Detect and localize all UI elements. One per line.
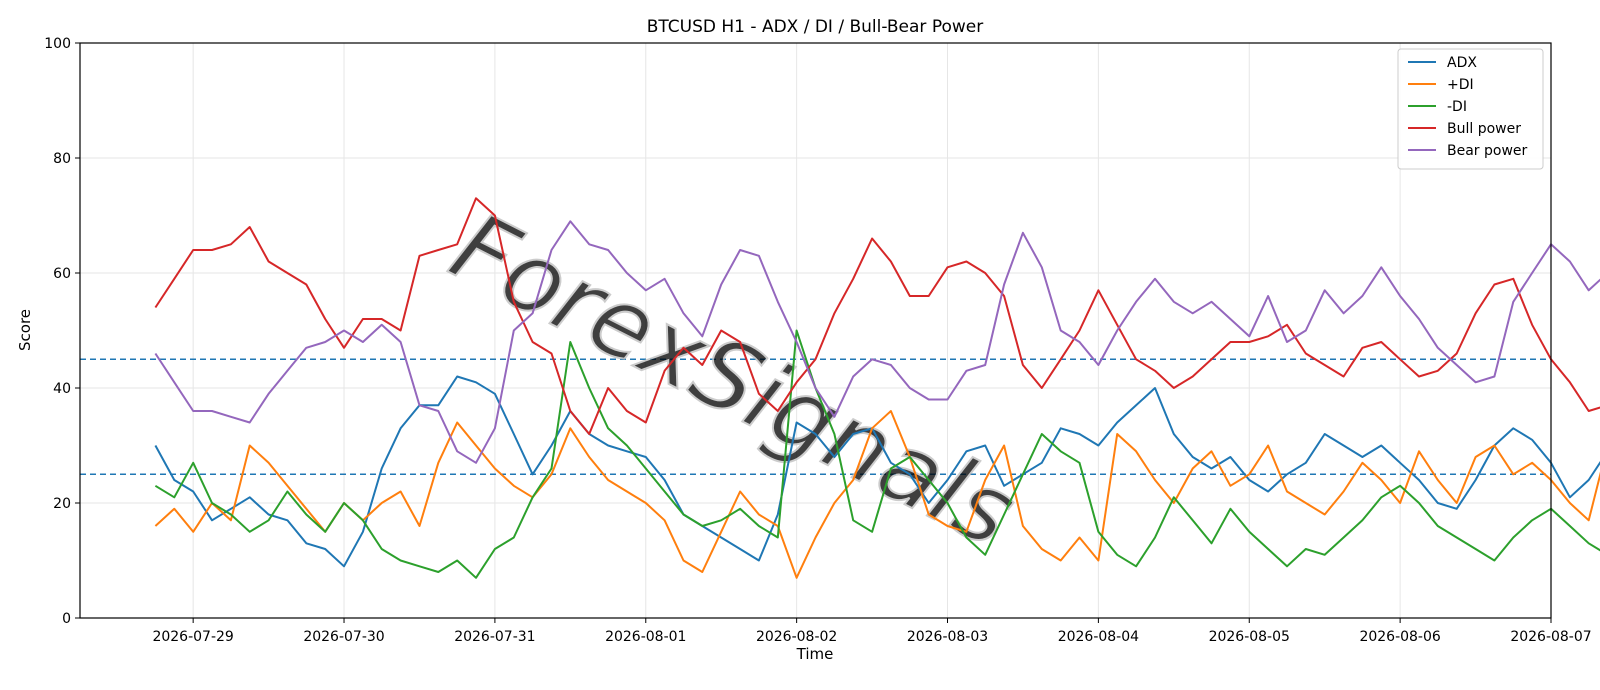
- x-tick-label: 2026-07-31: [454, 629, 535, 645]
- legend-label: Bull power: [1447, 121, 1521, 137]
- series-line-bull-power: [154, 197, 1600, 435]
- x-tick-label: 2026-08-05: [1209, 629, 1290, 645]
- y-tick-label: 20: [53, 496, 71, 512]
- x-tick-label: 2026-07-29: [152, 629, 233, 645]
- x-axis-label: Time: [796, 645, 834, 663]
- y-tick-label: 0: [62, 611, 71, 627]
- y-axis-label: Score: [16, 309, 34, 351]
- x-tick-label: 2026-07-30: [303, 629, 384, 645]
- x-tick-label: 2026-08-03: [907, 629, 988, 645]
- legend-box: [1397, 48, 1544, 170]
- y-tick-label: 100: [44, 36, 71, 52]
- x-tick-label: 2026-08-01: [605, 629, 686, 645]
- series-line-di: [154, 410, 1600, 579]
- x-tick-label: 2026-08-07: [1510, 629, 1591, 645]
- y-tick-label: 40: [53, 381, 71, 397]
- chart-title: BTCUSD H1 - ADX / DI / Bull-Bear Power: [647, 17, 983, 37]
- y-tick-label: 60: [53, 266, 71, 282]
- legend-label: Bear power: [1447, 143, 1528, 159]
- x-tick-label: 2026-08-04: [1058, 629, 1139, 645]
- series-line-bear-power: [154, 220, 1600, 464]
- legend-label: ADX: [1447, 55, 1477, 71]
- legend-label: -DI: [1447, 99, 1467, 115]
- plot-frame: [79, 42, 1552, 619]
- y-tick-label: 80: [53, 151, 71, 167]
- x-tick-label: 2026-08-06: [1359, 629, 1440, 645]
- series-line-di: [154, 329, 1600, 579]
- x-tick-label: 2026-08-02: [756, 629, 837, 645]
- axis-layer: 0 20 40 60 80 100 2026-07-29 2026-07-30 2026-07-…: [44, 36, 1591, 645]
- series-layer: [154, 197, 1600, 579]
- legend: ADX +DI -DI Bull power Bear power: [1397, 48, 1544, 170]
- legend-label: +DI: [1447, 77, 1474, 93]
